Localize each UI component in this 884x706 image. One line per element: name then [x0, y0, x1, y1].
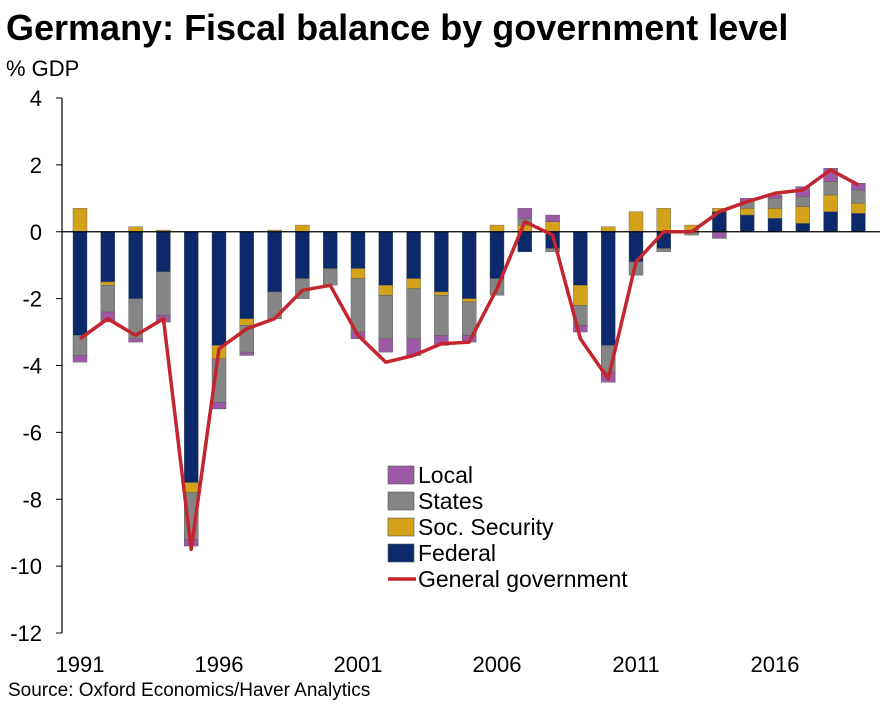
x-tick-label: 1991	[56, 652, 105, 677]
x-tick-label: 1996	[195, 652, 244, 677]
chart-title: Germany: Fiscal balance by government le…	[6, 7, 789, 48]
bar-local-1997	[239, 351, 255, 356]
bar-soc-security-2005	[462, 298, 477, 303]
bar-federal-1992	[100, 231, 116, 283]
legend-swatch-states	[387, 491, 415, 511]
bar-federal-1999	[295, 231, 310, 279]
bar-federal-2019	[851, 213, 866, 232]
bar-federal-1998	[267, 231, 282, 293]
bar-local-2014	[712, 231, 727, 239]
y-tick-label: -8	[22, 487, 42, 512]
bar-federal-2002	[378, 231, 393, 286]
bar-federal-1993	[128, 231, 143, 299]
bar-soc-security-2016	[767, 208, 783, 219]
bar-states-1994	[156, 271, 171, 316]
bar-local-2008	[545, 214, 560, 222]
bar-soc-security-2018	[823, 194, 838, 212]
bar-federal-1994	[156, 231, 171, 273]
bar-soc-security-2012	[656, 208, 671, 232]
bar-soc-security-2003	[406, 278, 421, 289]
bar-states-2008	[545, 248, 560, 253]
legend-label-soc-security: Soc. Security	[418, 514, 554, 540]
bar-soc-security-1993	[128, 226, 143, 232]
x-tick-label: 2001	[334, 652, 383, 677]
bar-soc-security-1999	[295, 224, 310, 232]
general-government-line	[78, 168, 860, 552]
y-tick-label: 0	[30, 220, 42, 245]
bar-soc-security-2015	[740, 208, 755, 216]
source-note: Source: Oxford Economics/Haver Analytics	[8, 680, 371, 701]
bar-soc-security-2002	[378, 285, 393, 296]
bar-federal-2018	[823, 211, 838, 232]
bar-federal-1997	[239, 231, 255, 319]
bar-states-2002	[378, 295, 393, 339]
x-tick-label: 2011	[612, 652, 659, 677]
bar-soc-security-2008	[545, 221, 560, 232]
bar-local-1993	[128, 338, 143, 343]
legend-label-general-government: General government	[418, 566, 628, 592]
y-tick-label: -2	[22, 287, 42, 312]
y-tick-label: -6	[22, 420, 42, 445]
bar-federal-2005	[462, 231, 477, 299]
bar-soc-security-2001	[350, 268, 366, 279]
bar-soc-security-2010	[601, 226, 616, 232]
x-tick-label: 2006	[473, 652, 522, 677]
y-tick-label: -12	[10, 621, 42, 646]
bar-federal-1995	[183, 231, 199, 483]
bar-soc-security-2019	[851, 203, 866, 214]
bar-soc-security-1991	[72, 208, 88, 232]
bar-local-2007	[517, 208, 532, 219]
legend-swatch-local	[387, 465, 415, 485]
bar-soc-security-1995	[183, 482, 199, 493]
legend-label-local: Local	[418, 462, 473, 488]
bar-soc-security-2006	[489, 224, 505, 232]
bar-states-2017	[795, 196, 810, 207]
y-tick-label: 2	[30, 153, 42, 178]
bar-soc-security-1992	[100, 281, 116, 286]
bar-states-1992	[100, 285, 116, 313]
legend-swatch-soc-security	[387, 517, 415, 537]
y-tick-label: -4	[22, 354, 42, 379]
bar-soc-security-2017	[795, 206, 810, 224]
bar-states-2019	[851, 189, 866, 204]
bar-soc-security-1997	[239, 318, 255, 326]
bar-soc-security-2004	[434, 291, 449, 296]
bar-states-2004	[434, 295, 449, 336]
bar-federal-2010	[601, 231, 616, 346]
legend-label-federal: Federal	[418, 540, 496, 566]
bar-federal-1996	[211, 231, 227, 346]
bar-states-2012	[656, 248, 671, 253]
line-layer	[78, 168, 860, 552]
bar-federal-2017	[795, 223, 810, 232]
bar-federal-1991	[72, 231, 88, 336]
bar-states-2016	[767, 198, 783, 209]
axes: 4 2 0 -2 -4 -6 -8 -10 -12 1991 1996 2001 2006 2011 201…	[10, 86, 799, 677]
bar-federal-2000	[323, 231, 338, 269]
y-axis-unit-label: % GDP	[6, 56, 80, 81]
y-tick-label: 4	[30, 86, 42, 111]
legend-swatch-federal	[387, 543, 415, 563]
bar-states-2000	[323, 268, 338, 286]
bar-federal-2015	[740, 214, 755, 232]
y-tick-label: -10	[10, 554, 42, 579]
bar-federal-2016	[767, 218, 783, 232]
bar-soc-security-2009	[573, 285, 588, 306]
bar-federal-2001	[350, 231, 366, 269]
bar-federal-2004	[434, 231, 449, 293]
bar-federal-2009	[573, 231, 588, 286]
bar-states-2018	[823, 181, 838, 196]
bar-federal-2006	[489, 231, 505, 279]
x-tick-label: 2016	[751, 652, 800, 677]
bar-states-2003	[406, 288, 421, 339]
bar-local-2002	[378, 338, 393, 353]
bar-local-1996	[211, 402, 227, 410]
legend-label-states: States	[418, 488, 483, 514]
bar-soc-security-2011	[628, 211, 644, 232]
bar-local-1991	[72, 355, 88, 363]
bar-federal-2003	[406, 231, 421, 279]
